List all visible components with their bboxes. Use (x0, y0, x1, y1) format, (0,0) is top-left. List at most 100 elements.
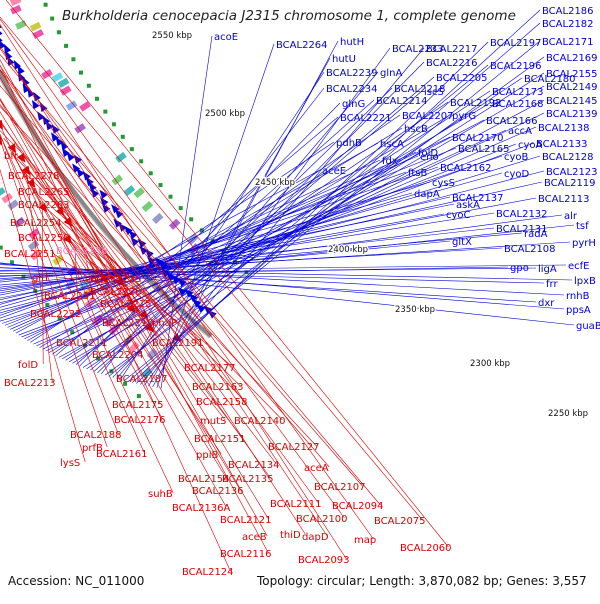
reverse-gene-label[interactable]: BCAL2251 (4, 249, 56, 260)
reverse-gene-label[interactable]: BCAL2265 (18, 187, 70, 198)
forward-gene-label[interactable]: guaB (576, 321, 600, 332)
forward-gene-label[interactable]: pyrH (572, 238, 596, 249)
reverse-gene-label[interactable]: BCAL2232 (30, 309, 82, 320)
forward-gene-label[interactable]: BCAL2166 (486, 116, 538, 127)
forward-gene-label[interactable]: BCAL2233 (392, 44, 444, 55)
forward-gene-label[interactable]: glnG (342, 99, 365, 110)
forward-gene-label[interactable]: BCAL2173 (492, 87, 544, 98)
forward-gene-label[interactable]: BCAL2239 (326, 68, 378, 79)
forward-gene-label[interactable]: iscS (424, 87, 444, 98)
forward-gene-label[interactable]: hutH (340, 37, 364, 48)
forward-gene-label[interactable]: glnA (380, 68, 402, 79)
forward-gene-label[interactable]: rnhB (566, 291, 590, 302)
forward-gene-label[interactable]: cysS (432, 178, 455, 189)
reverse-gene-label[interactable]: thiD (280, 530, 301, 541)
forward-gene-label[interactable]: BCAL2168 (492, 99, 544, 110)
forward-gene-label[interactable]: BCAL2192 (450, 98, 502, 109)
reverse-gene-label[interactable]: BCAL2177 (184, 363, 236, 374)
forward-gene-label[interactable]: BCAL2169 (546, 53, 598, 64)
reverse-gene-labels[interactable]: bfr BCAL2278 BCAL2265 BCAL2263 BCAL2254 BCAL2… (4, 151, 452, 578)
forward-gene-label[interactable]: BCAL2113 (538, 194, 590, 205)
reverse-gene-label[interactable]: BCAL2263 (18, 200, 70, 211)
forward-gene-label[interactable]: BCAL2139 (546, 109, 598, 120)
reverse-gene-label[interactable]: BCAL2158 (196, 397, 248, 408)
forward-gene-label[interactable]: BCAL2196 (490, 61, 542, 72)
reverse-gene-label[interactable]: BCAL2187 (116, 374, 168, 385)
forward-gene-label[interactable]: tsf (576, 221, 589, 232)
forward-gene-label[interactable]: askA (456, 200, 480, 211)
reverse-gene-label[interactable]: BCAL2136 (192, 486, 244, 497)
reverse-gene-label[interactable]: gltI (32, 273, 48, 284)
reverse-gene-label[interactable]: BCAL2111 (270, 499, 322, 510)
reverse-gene-label[interactable]: BCAL2094 (332, 501, 384, 512)
forward-gene-label[interactable]: BCAL2214 (376, 96, 428, 107)
forward-gene-label[interactable]: ftsB (408, 168, 427, 179)
forward-gene-label[interactable]: hscB (404, 124, 428, 135)
reverse-gene-label[interactable]: BCAL2250 (18, 233, 70, 244)
forward-gene-label[interactable]: BCAL2119 (544, 178, 596, 189)
forward-gene-label[interactable]: cyoC (446, 210, 471, 221)
reverse-gene-label[interactable]: BCAL2140 (234, 416, 286, 427)
reverse-gene-label[interactable]: aceB (242, 532, 267, 543)
forward-gene-label[interactable]: folD (418, 148, 438, 159)
forward-gene-label[interactable]: ligA (538, 264, 557, 275)
forward-gene-label[interactable]: ppsA (566, 305, 591, 316)
reverse-gene-label[interactable]: BCAL2254 (10, 218, 62, 229)
reverse-gene-label[interactable]: BCAL2136A (172, 503, 231, 514)
forward-gene-label[interactable]: BCAL2217 (426, 44, 478, 55)
forward-gene-label[interactable]: gltX (452, 237, 472, 248)
reverse-gene-label[interactable]: BCAL2175 (112, 400, 164, 411)
forward-gene-label[interactable]: hutU (332, 54, 356, 65)
forward-gene-label[interactable]: BCAL2165 (458, 144, 510, 155)
reverse-gene-label[interactable]: BCAL2220 (90, 287, 142, 298)
reverse-gene-label[interactable]: mutS (200, 416, 226, 427)
forward-gene-label[interactable]: BCAL2149 (546, 82, 598, 93)
reverse-gene-label[interactable]: BCAL2135 (222, 474, 274, 485)
reverse-gene-label[interactable]: BCAL2116 (220, 549, 272, 560)
forward-gene-label[interactable]: pdhB (336, 138, 362, 149)
reverse-gene-label[interactable]: lysS (60, 458, 80, 469)
forward-gene-label[interactable]: acoE (214, 32, 238, 43)
forward-gene-label[interactable]: aceE (322, 166, 346, 177)
reverse-gene-label[interactable]: BCAL2075 (374, 516, 426, 527)
reverse-gene-label[interactable]: BCAL2124 (182, 567, 234, 578)
forward-gene-label[interactable]: BCAL2180 (524, 74, 576, 85)
reverse-gene-label[interactable]: BCAL2161 (96, 449, 148, 460)
reverse-gene-label[interactable]: BCAL2231 (44, 291, 96, 302)
reverse-gene-label[interactable]: phaP (152, 318, 177, 329)
forward-gene-label[interactable]: frr (546, 279, 558, 290)
reverse-gene-label[interactable]: BCAL2225 (90, 274, 142, 285)
forward-gene-label[interactable]: BCAL2132 (496, 209, 548, 220)
forward-gene-label[interactable]: fdx (382, 156, 398, 167)
forward-gene-label[interactable]: dxr (538, 298, 555, 309)
forward-gene-label[interactable]: BCAL2162 (440, 163, 492, 174)
reverse-gene-label[interactable]: BCAL2093 (298, 555, 350, 566)
reverse-gene-label[interactable]: BCAL2188 (70, 430, 122, 441)
forward-gene-label[interactable]: BCAL2216 (426, 58, 478, 69)
forward-gene-label[interactable]: cyoA (518, 140, 543, 151)
forward-gene-label[interactable]: dapA (414, 189, 440, 200)
forward-gene-label[interactable]: BCAL2155 (546, 69, 598, 80)
reverse-gene-label[interactable]: ppiB (196, 450, 218, 461)
reverse-gene-label[interactable]: BCAL2154 (178, 474, 230, 485)
reverse-gene-label[interactable]: BCAL2100 (296, 514, 348, 525)
reverse-gene-label[interactable]: BCAL2107 (314, 482, 366, 493)
forward-gene-label[interactable]: accA (508, 126, 532, 137)
forward-gene-label[interactable]: cyoD (504, 169, 530, 180)
reverse-gene-label[interactable]: folD (18, 360, 38, 371)
forward-gene-label[interactable]: BCAL2221 (340, 113, 392, 124)
forward-gene-label[interactable]: BCAL2207 (402, 111, 454, 122)
reverse-gene-label[interactable]: BCAL2134 (228, 460, 280, 471)
forward-gene-label[interactable]: alr (564, 211, 578, 222)
forward-gene-label[interactable]: BCAL2138 (538, 123, 590, 134)
forward-gene-label[interactable]: gpo (510, 263, 529, 274)
forward-gene-label[interactable]: radA (524, 229, 548, 240)
forward-gene-label[interactable]: BCAL2205 (436, 73, 488, 84)
forward-gene-label[interactable]: eno (420, 152, 439, 163)
forward-gene-label[interactable]: BCAL2128 (542, 152, 594, 163)
forward-gene-label[interactable]: BCAL2137 (452, 193, 504, 204)
reverse-gene-label[interactable]: suhB (148, 489, 173, 500)
reverse-gene-label[interactable]: BCAL2210 (102, 318, 154, 329)
forward-gene-label[interactable]: BCAL2123 (546, 167, 598, 178)
